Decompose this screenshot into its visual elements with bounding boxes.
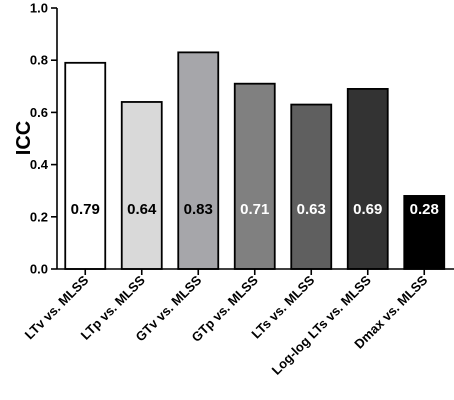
bar-value-label: 0.63 — [297, 201, 326, 218]
y-axis-title: ICC — [13, 121, 35, 155]
bar-value-label: 0.83 — [184, 201, 213, 218]
y-tick-label: 0.6 — [30, 105, 48, 120]
y-tick-label: 0.8 — [30, 53, 48, 68]
bar-value-label: 0.69 — [353, 201, 382, 218]
y-tick-label: 0.4 — [30, 157, 49, 172]
bar — [64, 61, 107, 270]
bar-value-label: 0.79 — [71, 201, 100, 218]
y-axis-ticks: 0.0 0.2 0.4 0.6 0.8 1.0 — [30, 1, 57, 277]
bar-value-label: 0.28 — [410, 201, 439, 218]
bar — [290, 103, 333, 270]
y-tick-label: 0.0 — [30, 262, 48, 277]
bar-value-label: 0.71 — [240, 201, 269, 218]
bar — [346, 88, 389, 270]
bar-series: 0.79 0.64 0.83 0.71 0.63 0.69 0.28 — [64, 51, 446, 270]
bar — [233, 82, 276, 270]
bar — [177, 51, 220, 270]
bar — [120, 101, 163, 270]
y-tick-label: 1.0 — [30, 1, 48, 16]
bar-value-label: 0.64 — [127, 201, 157, 218]
x-tick-label: Log-log LTs vs. MLSS — [269, 272, 374, 377]
y-tick-label: 0.2 — [30, 209, 48, 224]
